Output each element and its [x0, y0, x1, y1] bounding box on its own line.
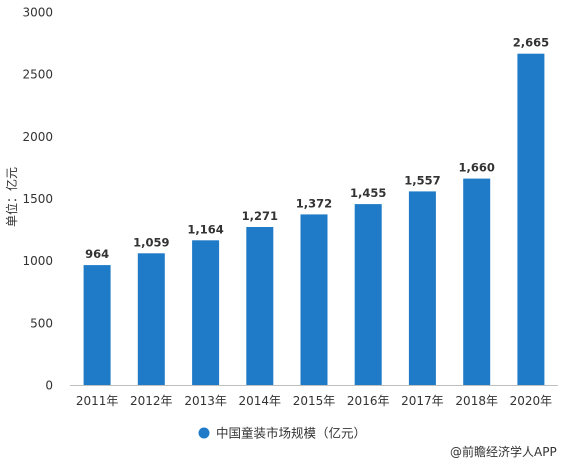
x-tick-label: 2014年: [239, 394, 282, 408]
bar: [408, 191, 436, 385]
x-tick-label: 2020年: [510, 394, 553, 408]
y-tick-label: 0: [45, 379, 53, 393]
legend: 中国童装市场规模（亿元）: [198, 426, 366, 441]
y-tick-label: 3000: [22, 6, 53, 20]
bar: [517, 53, 545, 385]
source-label: @前瞻经济学人APP: [450, 444, 557, 459]
bar: [192, 240, 220, 385]
y-tick-label: 1500: [22, 192, 53, 206]
bar: [246, 227, 274, 385]
y-axis-title: 单位：亿元: [4, 167, 19, 227]
x-axis: 2011年 2012年 2013年 2014年 2015年 2016年 2017年 2018年…: [70, 385, 558, 408]
data-label: 1,164: [187, 222, 223, 236]
x-tick-label: 2018年: [455, 394, 498, 408]
bar: [300, 214, 328, 385]
bar: [137, 253, 165, 385]
x-tick-label: 2015年: [293, 394, 336, 408]
data-label: 2,665: [513, 36, 549, 50]
data-label: 1,059: [133, 235, 169, 249]
x-tick-label: 2011年: [76, 394, 119, 408]
data-label: 1,372: [296, 196, 332, 210]
y-axis: 0 500 1000 1500 2000 2500 3000: [22, 6, 53, 393]
x-tick-label: 2013年: [184, 394, 227, 408]
bar: [354, 204, 382, 385]
y-tick-label: 500: [30, 316, 53, 330]
data-labels: 964 1,059 1,164 1,271 1,372 1,455 1,557 1,660 2,…: [85, 36, 549, 261]
legend-marker: [198, 427, 210, 439]
x-tick-label: 2016年: [347, 394, 390, 408]
x-tick-label: 2012年: [130, 394, 173, 408]
data-label: 1,455: [350, 186, 386, 200]
bar: [463, 178, 491, 385]
y-tick-label: 2000: [22, 130, 53, 144]
data-label: 1,271: [242, 209, 278, 223]
bars: [83, 53, 545, 385]
y-tick-label: 2500: [22, 68, 53, 82]
data-label: 1,557: [404, 173, 440, 187]
data-label: 1,660: [459, 161, 495, 175]
bar: [83, 265, 111, 385]
data-label: 964: [85, 247, 109, 261]
x-tick-label: 2017年: [401, 394, 444, 408]
legend-label: 中国童装市场规模（亿元）: [216, 426, 366, 441]
y-tick-label: 1000: [22, 254, 53, 268]
